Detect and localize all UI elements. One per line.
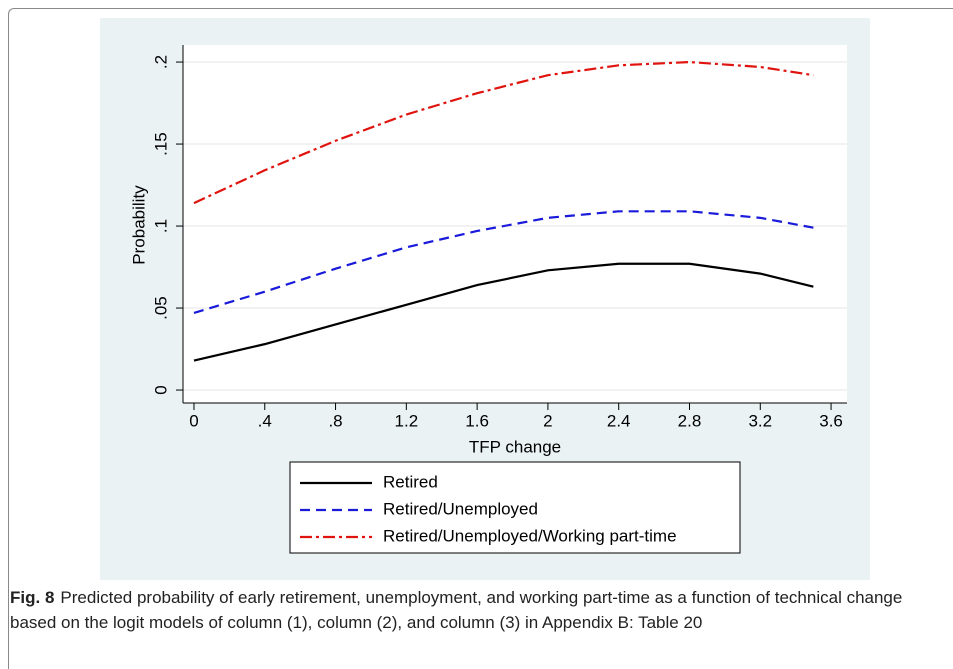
caption: Fig. 8 Predicted probability of early ret… — [10, 585, 940, 635]
x-tick-label: 3.6 — [819, 411, 843, 430]
x-tick-label: 1.2 — [395, 411, 419, 430]
x-tick-label: 1.6 — [465, 411, 489, 430]
legend-label: Retired — [383, 472, 438, 491]
caption-label: Fig. 8 — [10, 588, 55, 607]
y-tick-label: .1 — [151, 219, 170, 233]
legend-label: Retired/Unemployed — [383, 499, 538, 518]
plot-area — [183, 45, 847, 403]
y-axis-title: Probability — [129, 185, 148, 265]
y-tick-label: .15 — [151, 132, 170, 156]
series-line — [193, 210, 814, 315]
frame — [8, 8, 953, 669]
y-tick-label: .2 — [151, 55, 170, 69]
caption-text: Predicted probability of early retiremen… — [10, 588, 903, 632]
series-line — [193, 262, 814, 362]
x-tick-label: .8 — [328, 411, 342, 430]
chart: Probability TFP change 0 .05 .1 .15 .2 0 .4 .8 1… — [100, 18, 870, 580]
x-tick-label: 2.8 — [678, 411, 702, 430]
page: Probability TFP change 0 .05 .1 .15 .2 0 .4 .8 1… — [8, 8, 953, 669]
x-tick-label: .4 — [258, 411, 272, 430]
series-line — [193, 60, 814, 205]
x-tick-label: 2.4 — [607, 411, 631, 430]
x-axis-title: TFP change — [469, 437, 561, 456]
x-tick-label: 0 — [189, 411, 198, 430]
x-tick-label: 3.2 — [748, 411, 772, 430]
x-tick-label: 2 — [543, 411, 552, 430]
y-tick-label: 0 — [151, 385, 170, 394]
y-tick-label: .05 — [151, 296, 170, 320]
legend-label: Retired/Unemployed/Working part-time — [383, 526, 677, 545]
